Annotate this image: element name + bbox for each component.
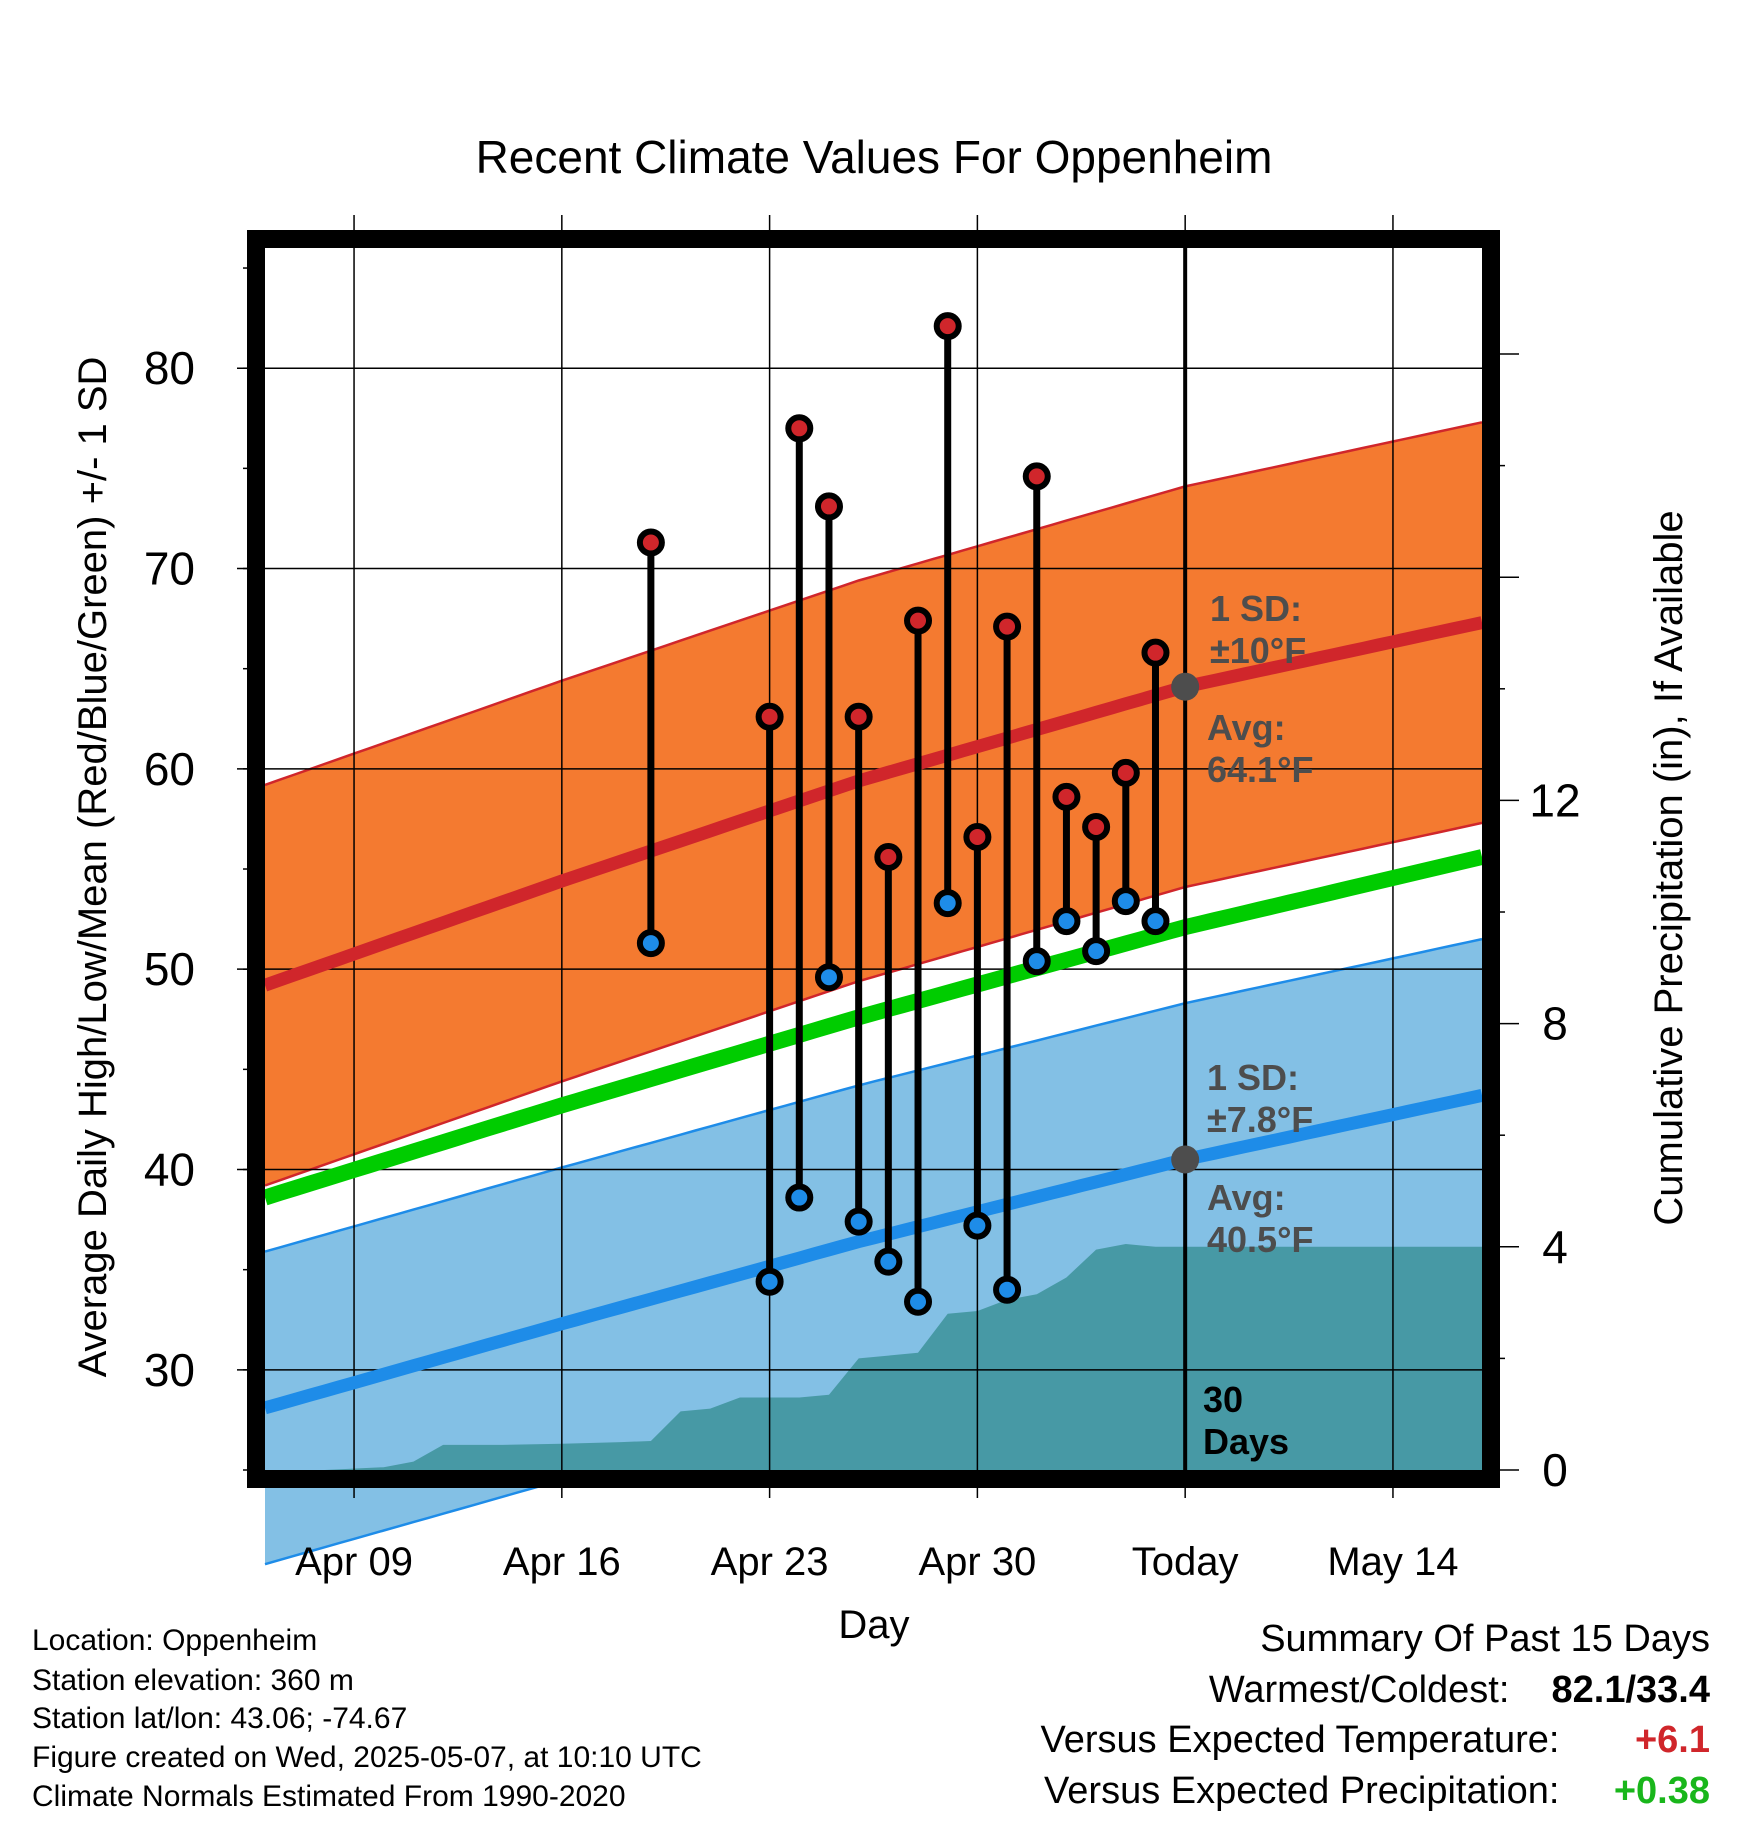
x-tick-label: Today [1132,1540,1239,1584]
y-tick-label: 40 [144,1144,195,1196]
info-normals: Climate Normals Estimated From 1990-2020 [32,1780,626,1813]
high-band-upper-edge [264,421,1483,787]
daily-low-point [963,1211,992,1240]
daily-low-point [814,963,843,992]
y-right-tick-label: 4 [1542,1221,1568,1273]
high-band [265,422,1482,1186]
plot-frame [247,230,1500,1488]
high-band-lower-edge [264,821,1483,1187]
chart-title: Recent Climate Values For Oppenheim [475,131,1273,183]
low-avg-marker [1171,1145,1200,1174]
high-avg-marker [1171,672,1200,701]
summary-precip-label: Versus Expected Precipitation: [1044,1770,1560,1812]
daily-low-point [874,1247,903,1276]
x-tick-label: Apr 09 [295,1540,413,1584]
precip-days-annotation-line: 30 [1203,1379,1243,1420]
summary-precip-value: +0.38 [1613,1770,1710,1812]
daily-low-point [1022,947,1051,976]
mean-normal-line [262,849,1484,1206]
y-tick-label: 80 [144,342,195,394]
daily-low-point [785,1183,814,1212]
summary-temp-label: Versus Expected Temperature: [1040,1719,1560,1761]
daily-high-point [1111,758,1140,787]
low-sd-annotation: 1 SD: ±7.8°F [1207,1057,1313,1140]
y-right-tick-label: 12 [1529,774,1580,826]
precip-cumulative-area [265,1244,1482,1470]
high-sd-annotation: 1 SD: ±10°F [1210,588,1306,671]
summary-warm-cold-label: Warmest/Coldest: [1208,1669,1510,1711]
high-avg-annotation: Avg: 64.1°F [1207,707,1313,790]
y-right-tick-label: 0 [1542,1444,1568,1496]
high-sd-annotation-line: ±10°F [1210,630,1306,671]
plot-border [247,230,1500,1488]
high-avg-annotation-line: Avg: [1207,707,1286,748]
daily-low-point [933,889,962,918]
daily-high-point [1052,782,1081,811]
low-sd-annotation-line: 1 SD: [1207,1057,1299,1098]
low-avg-annotation-line: Avg: [1207,1177,1286,1218]
info-created: Figure created on Wed, 2025-05-07, at 10… [32,1741,702,1774]
daily-low-point [755,1267,784,1296]
daily-high-point [814,492,843,521]
high-normal-line [262,616,1484,992]
daily-high-point [636,528,665,557]
daily-high-point [874,842,903,871]
info-elevation: Station elevation: 360 m [32,1664,354,1697]
daily-high-point [844,702,873,731]
daily-high-point [963,822,992,851]
high-sd-annotation-line: 1 SD: [1210,588,1302,629]
high-avg-annotation-line: 64.1°F [1207,749,1313,790]
summary-warm-cold: Warmest/Coldest: 82.1/33.4 [1209,1669,1710,1712]
summary-warm-cold-value: 82.1/33.4 [1551,1669,1710,1711]
x-tick-label: Apr 16 [503,1540,621,1584]
daily-high-point [1022,462,1051,491]
y-axis-label-right: Cumulative Precipitation (in), If Availa… [1647,510,1691,1225]
daily-low-point [904,1287,933,1316]
y-right-tick-label: 8 [1542,998,1568,1050]
daily-high-point [755,702,784,731]
info-location: Location: Oppenheim [32,1624,318,1657]
y-axis-label-left: Average Daily High/Low/Mean (Red/Blue/Gr… [71,357,115,1378]
summary-heading: Summary Of Past 15 Days [1260,1618,1710,1660]
daily-high-point [993,612,1022,641]
low-sd-annotation-line: ±7.8°F [1207,1099,1313,1140]
daily-low-point [636,929,665,958]
y-tick-label: 50 [144,943,195,995]
daily-high-point [904,606,933,635]
precip-area [265,1244,1482,1470]
summary-precip: Versus Expected Precipitation: +0.38 [1044,1770,1710,1813]
axes: 30 40 50 60 70 80 0 4 8 12 Apr 09 Apr 16 Apr 23 Apr 3… [71,267,1691,1647]
precip-days-annotation: 30 Days [1203,1379,1289,1462]
daily-values [636,312,1170,1316]
normal-lines [262,238,1484,1470]
summary-temp-value: +6.1 [1634,1719,1710,1761]
daily-low-point [993,1275,1022,1304]
y-tick-label: 70 [144,543,195,595]
y-tick-label: 60 [144,743,195,795]
low-band-upper-edge [264,937,1483,1253]
x-tick-label: Apr 30 [918,1540,1036,1584]
daily-high-point [1141,638,1170,667]
daily-high-point [785,414,814,443]
precip-days-annotation-line: Days [1203,1421,1289,1462]
low-avg-annotation-line: 40.5°F [1207,1219,1313,1260]
low-normal-line [263,1089,1484,1415]
low-avg-annotation: Avg: 40.5°F [1207,1177,1313,1260]
summary-temp: Versus Expected Temperature: +6.1 [1041,1719,1710,1762]
low-band [265,939,1482,1565]
x-axis-label: Day [838,1603,909,1647]
daily-low-point [1141,907,1170,936]
x-tick-label: May 14 [1327,1540,1458,1584]
daily-low-point [844,1207,873,1236]
daily-low-point [1111,887,1140,916]
daily-low-point [1082,937,1111,966]
daily-high-point [1082,812,1111,841]
daily-high-point [933,312,962,341]
info-latlon: Station lat/lon: 43.06; -74.67 [32,1702,408,1735]
x-tick-label: Apr 23 [711,1540,829,1584]
daily-low-point [1052,907,1081,936]
y-tick-label: 30 [144,1344,195,1396]
